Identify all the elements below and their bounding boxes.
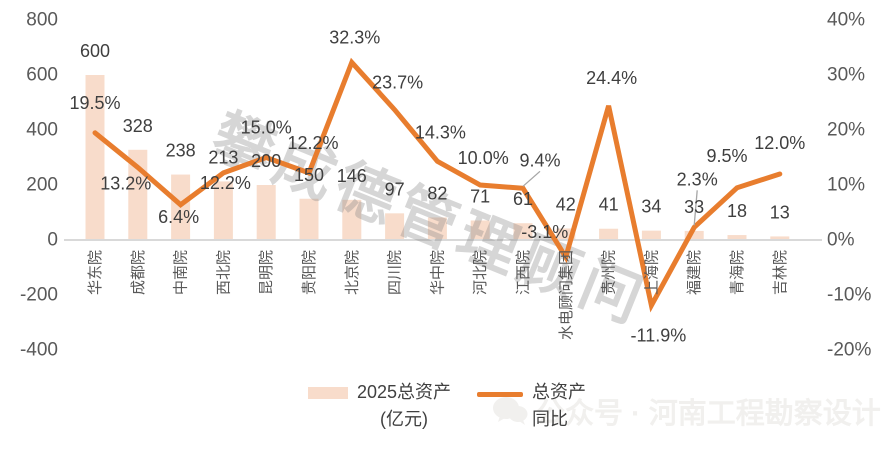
pct-label: 15.0% xyxy=(241,118,292,138)
pct-label: 23.7% xyxy=(372,73,423,93)
bar xyxy=(599,228,619,240)
line-series xyxy=(92,57,783,313)
bar-value-label: 600 xyxy=(80,41,110,61)
left-axis-tick: 0 xyxy=(47,230,58,251)
pct-label: -3.1% xyxy=(521,222,568,242)
category-label: 贵州院 xyxy=(600,250,618,295)
category-label: 华东院 xyxy=(86,250,104,295)
legend-item-assets: 2025总资产 (亿元) xyxy=(308,379,451,433)
bar-value-label: 18 xyxy=(727,201,747,221)
left-axis-tick: 400 xyxy=(26,120,58,141)
category-label: 四川院 xyxy=(386,250,404,295)
category-label: 华中院 xyxy=(428,250,446,295)
left-axis-tick: -400 xyxy=(20,340,58,361)
bar-value-label: 238 xyxy=(166,141,196,161)
bar xyxy=(427,217,447,240)
right-axis-tick: 30% xyxy=(827,65,865,86)
category-label: 西北院 xyxy=(214,250,232,295)
bar-value-label: 213 xyxy=(208,147,238,167)
pct-label: 12.2% xyxy=(287,133,338,153)
category-label: 昆明院 xyxy=(257,250,275,295)
left-axis-tick: -200 xyxy=(20,285,58,306)
category-label: 吉林院 xyxy=(771,250,789,295)
bar xyxy=(85,75,105,240)
right-axis-tick: 40% xyxy=(827,10,865,31)
right-axis-tick: 10% xyxy=(827,175,865,196)
right-axis-tick: -20% xyxy=(827,340,871,361)
right-axis-tick: 0% xyxy=(827,230,855,251)
bar-value-label: 13 xyxy=(770,202,790,222)
legend-growth-label-line2: 同比 xyxy=(532,409,569,429)
legend-assets-label-line1: 2025总资产 xyxy=(357,382,452,402)
pct-label: 14.3% xyxy=(415,122,466,142)
category-label: 水电顾问集团 xyxy=(558,250,575,340)
right-axis-tick: -10% xyxy=(827,285,871,306)
legend-item-growth: 总资产 同比 xyxy=(477,379,586,433)
bar-value-label: 200 xyxy=(251,151,281,171)
right-axis-tick: 20% xyxy=(827,120,865,141)
leader-line xyxy=(693,190,698,226)
bar-value-label: 146 xyxy=(337,166,367,186)
bar-value-label: 82 xyxy=(427,183,447,203)
pct-label: 12.2% xyxy=(200,173,251,193)
leader-line xyxy=(522,170,541,187)
bar-value-label: 150 xyxy=(294,165,324,185)
legend-line-swatch xyxy=(477,392,524,397)
pct-label: -11.9% xyxy=(631,325,687,345)
pct-label: 9.4% xyxy=(519,150,560,170)
legend-growth-label-line1: 总资产 xyxy=(532,382,587,402)
pct-label: 2.3% xyxy=(677,169,718,189)
bar-value-label: 33 xyxy=(684,197,704,217)
chart-legend: 2025总资产 (亿元) 总资产 同比 xyxy=(308,379,586,433)
category-label: 河北院 xyxy=(471,250,489,295)
bar xyxy=(770,236,790,240)
category-label: 福建院 xyxy=(685,250,703,295)
bar-value-label: 71 xyxy=(470,186,490,206)
pct-label: 12.0% xyxy=(754,133,805,153)
category-label: 青海院 xyxy=(728,250,746,295)
bar-value-label: 41 xyxy=(599,195,619,215)
bar-value-label: 61 xyxy=(513,189,533,209)
category-label: 江西院 xyxy=(514,250,532,295)
bar xyxy=(385,213,405,240)
bar xyxy=(513,223,533,240)
pct-label: 32.3% xyxy=(329,27,380,47)
left-axis-tick: 800 xyxy=(26,10,58,31)
category-label: 北京院 xyxy=(343,250,361,295)
bar xyxy=(556,228,576,240)
bar-value-label: 328 xyxy=(123,116,153,136)
bar xyxy=(470,220,490,240)
bar-value-label: 34 xyxy=(641,197,661,217)
left-axis-tick: 200 xyxy=(26,175,58,196)
category-label: 贵阳院 xyxy=(300,250,318,295)
bar xyxy=(256,185,276,240)
bar xyxy=(299,198,319,240)
pct-label: 9.5% xyxy=(706,146,747,166)
pct-label: 24.4% xyxy=(586,68,637,88)
bar-value-label: 97 xyxy=(385,179,405,199)
bar xyxy=(213,181,233,240)
pct-label: 19.5% xyxy=(69,93,120,113)
pct-label: 6.4% xyxy=(158,207,199,227)
category-label: 成都院 xyxy=(129,250,147,295)
bar xyxy=(641,230,661,240)
bar-value-label: 42 xyxy=(556,194,576,214)
pct-label: 13.2% xyxy=(100,173,151,193)
legend-bar-swatch xyxy=(308,387,348,399)
bar xyxy=(684,230,704,240)
legend-assets-label-line2: (亿元) xyxy=(380,409,429,429)
left-axis-tick: 600 xyxy=(26,65,58,86)
bar xyxy=(727,235,747,240)
category-label: 中南院 xyxy=(172,250,190,295)
bar xyxy=(342,199,362,240)
pct-label: 10.0% xyxy=(458,148,509,168)
category-label: 上海院 xyxy=(642,250,660,295)
